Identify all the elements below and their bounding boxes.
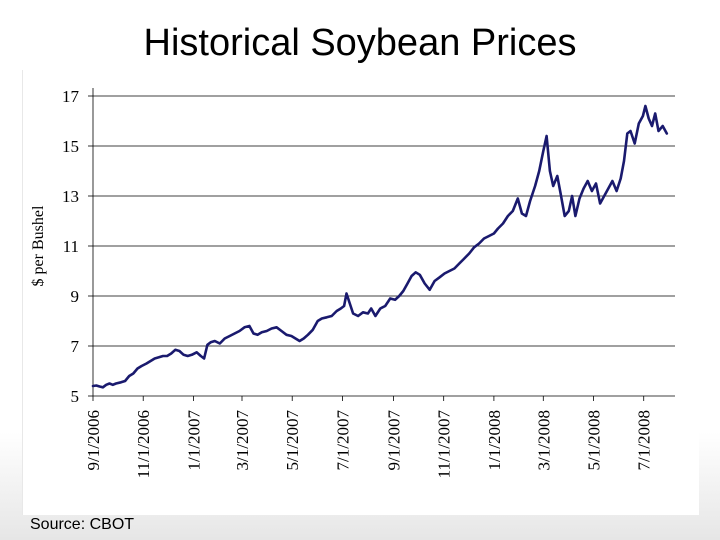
x-tick-label: 5/1/2008	[585, 410, 604, 470]
chart-frame: 5 7 9 11 13 15 17 9/1/2006 11/1/2006 1/1/2007 3/1…	[22, 70, 699, 515]
x-tick-label: 1/1/2008	[485, 410, 504, 470]
y-tick-label: 5	[71, 387, 80, 406]
y-axis-label: $ per Bushel	[30, 205, 47, 286]
x-tick-label: 3/1/2007	[233, 410, 252, 471]
x-tick-labels: 9/1/2006 11/1/2006 1/1/2007 3/1/2007 5/1/200…	[84, 410, 654, 479]
x-tick-label: 7/1/2008	[635, 410, 654, 470]
x-tick-label: 7/1/2007	[333, 410, 352, 471]
soybean-price-series-line	[91, 104, 669, 389]
x-tick-label: 1/1/2007	[184, 410, 203, 471]
y-tick-labels: 5 7 9 11 13 15 17	[62, 87, 80, 406]
slide-title: Historical Soybean Prices	[143, 22, 577, 64]
x-tick-label: 11/1/2006	[134, 410, 153, 478]
y-tick-label: 15	[62, 137, 79, 156]
gridlines	[93, 95, 675, 347]
y-tick-label: 7	[71, 337, 80, 356]
x-tick-label: 11/1/2007	[435, 410, 454, 479]
price-line-chart: 5 7 9 11 13 15 17 9/1/2006 11/1/2006 1/1/2007 3/1…	[30, 87, 675, 479]
x-tick-label: 9/1/2007	[384, 410, 403, 471]
axes	[88, 88, 675, 401]
x-tick-label: 5/1/2007	[283, 410, 302, 471]
y-tick-label: 9	[71, 287, 80, 306]
source-note: Source: CBOT	[30, 516, 135, 533]
y-tick-label: 11	[63, 237, 79, 256]
x-tick-label: 9/1/2006	[84, 410, 103, 470]
y-tick-label: 17	[62, 87, 80, 106]
y-tick-label: 13	[62, 187, 79, 206]
x-tick-label: 3/1/2008	[534, 410, 553, 470]
